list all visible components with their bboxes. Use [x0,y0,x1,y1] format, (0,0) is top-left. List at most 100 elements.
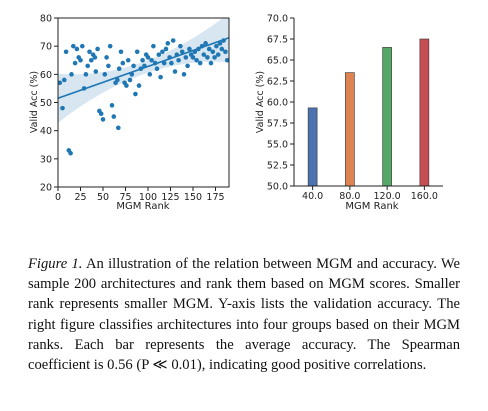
x-axis-label: MGM Rank [345,201,398,212]
scatter-point [127,77,133,83]
y-tick-label: 57.5 [267,119,288,130]
scatter-point [215,52,221,57]
x-tick-label: 175 [206,192,224,203]
scatter-point [179,49,185,55]
scatter-point [201,52,207,57]
scatter-point [69,72,74,77]
x-tick-label: 150 [184,192,202,203]
y-tick-label: 80 [40,14,52,25]
y-tick-label: 70.0 [267,14,288,25]
scatter-point [194,57,199,63]
scatter-point [72,60,78,66]
x-tick-label: 125 [161,192,179,203]
y-tick-label: 60.0 [267,98,288,109]
scatter-point [71,43,76,49]
scatter-point [187,46,192,52]
y-tick-label: 65.0 [267,56,288,67]
bar [382,47,392,187]
scatter-point [183,55,189,60]
x-tick-label: 40.0 [302,191,323,202]
scatter-point [154,66,160,71]
scatter-point [156,52,162,57]
x-tick-label: 50 [97,192,109,203]
scatter-point [208,60,214,66]
scatter-point [223,49,228,55]
confidence-band [58,18,229,123]
scatter-point [93,69,99,74]
scatter-point [63,49,69,55]
scatter-point [74,46,80,52]
scatter-point [102,72,108,77]
scatter-point [224,57,229,63]
scatter-point [165,41,171,46]
x-tick-label: 80.0 [339,191,360,202]
regression-line [58,36,229,100]
x-tick-label: 75 [119,192,131,203]
scatter-point [100,117,106,122]
y-tick-label: 62.5 [267,77,288,88]
scatter-point [178,43,183,49]
y-axis-label: Valid Acc (%) [29,71,40,133]
scatter-point [210,49,216,55]
y-tick-label: 55.0 [267,140,288,151]
scatter-point [115,77,120,83]
scatter-point [109,103,115,108]
scatter-point [58,80,63,86]
scatter-point [205,55,210,60]
x-tick-label: 160.0 [411,191,438,202]
scatter-point [149,57,154,63]
scatter-point [190,55,196,60]
scatter-point [212,55,217,60]
scatter-point [185,63,190,69]
scatter-point [176,57,181,63]
scatter-point [169,60,174,66]
scatter-point [125,57,131,63]
scatter-point [111,114,117,119]
y-tick-label: 60 [40,70,52,81]
figure-caption: Figure 1. An illustration of the relatio… [28,254,460,375]
y-axis-label: Valid Acc (%) [255,71,266,133]
scatter-point [131,63,136,69]
caption-label: Figure 1. [28,256,83,272]
y-axis-ticks: 50.0 52.5 55.0 57.5 60.0 62.5 65.0 67.5 70.0 [267,14,294,193]
y-axis-ticks: 20 30 40 50 60 70 80 [40,14,58,194]
scatter-point [219,46,225,52]
scatter-point [116,125,121,131]
scatter-point [158,74,163,80]
scatter-points [58,38,229,156]
y-tick-label: 67.5 [267,35,288,46]
scatter-point [140,57,145,63]
scatter-point [92,55,98,60]
scatter-point [214,43,219,49]
figure: 20 30 40 50 60 70 80 0 25 50 75 100 125 150 175 MGM R… [29,14,443,212]
y-tick-label: 50 [40,98,52,109]
scatter-point [98,111,104,117]
scatter-point [197,60,203,66]
regression-line-path [58,36,229,100]
x-axis-ticks: 40.0 80.0 120.0 160.0 [302,186,438,202]
confidence-band-area [58,18,229,123]
scatter-point [116,66,122,71]
scatter-point [68,150,73,156]
scatter-point [163,46,169,52]
y-tick-label: 40 [40,126,52,137]
scatter-point [62,77,67,83]
bar [345,72,355,187]
scatter-point [134,49,140,55]
scatter-point [217,41,223,46]
bars [307,38,430,187]
scatter-point [107,43,113,49]
scatter-point [120,60,126,66]
scatter-point [206,46,212,52]
bar-chart: 50.0 52.5 55.0 57.5 60.0 62.5 65.0 67.5 70.0 40.… [255,14,443,212]
y-tick-label: 30 [40,154,52,165]
scatter-point [203,41,208,46]
bar [419,38,430,187]
x-axis-label: MGM Rank [116,201,169,212]
scatter-point [104,55,109,60]
x-tick-label: 120.0 [374,191,401,202]
scatter-point [145,55,151,60]
x-tick-label: 100 [139,192,157,203]
scatter-chart: 20 30 40 50 60 70 80 0 25 50 75 100 125 150 175 MGM R… [29,14,230,212]
scatter-point [106,63,111,69]
